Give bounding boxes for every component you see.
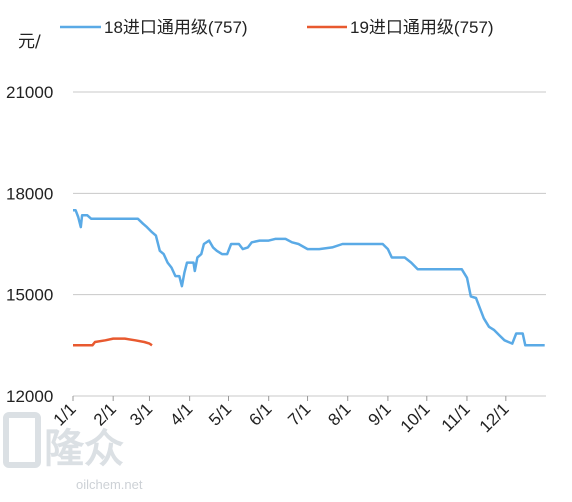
x-tick-label: 9/1 — [365, 399, 395, 429]
gridlines — [73, 91, 546, 397]
x-tick-label: 10/1 — [397, 399, 434, 436]
series-line-0 — [73, 208, 545, 347]
series-line-1 — [73, 337, 153, 347]
y-axis-unit: 元/ — [18, 32, 41, 52]
y-axis-ticks: 12000 15000 18000 21000 — [6, 83, 53, 406]
y-tick-label: 21000 — [6, 83, 53, 102]
watermark: 隆众 oilchem.net — [3, 412, 143, 492]
legend-label-18: 18进口通用级(757) — [104, 18, 248, 37]
y-tick-label: 15000 — [6, 286, 53, 305]
watermark-logo: 隆众 — [44, 426, 124, 472]
legend: 18进口通用级(757) 19进口通用级(757) — [60, 18, 494, 37]
x-tick-label: 7/1 — [284, 399, 314, 429]
x-tick-label: 12/1 — [476, 399, 513, 436]
x-tick-label: 6/1 — [245, 399, 275, 429]
y-tick-label: 12000 — [6, 387, 53, 406]
legend-label-19: 19进口通用级(757) — [350, 18, 494, 37]
x-tick-label: 5/1 — [205, 399, 235, 429]
y-tick-label: 18000 — [6, 184, 53, 203]
x-tick-label: 8/1 — [324, 399, 354, 429]
x-tick-label: 3/1 — [126, 399, 156, 429]
series-lines — [73, 208, 545, 347]
x-tick-label: 4/1 — [166, 399, 196, 429]
watermark-logo-mark — [3, 412, 41, 468]
x-tick-label: 11/1 — [438, 399, 474, 435]
watermark-url: oilchem.net — [76, 477, 143, 492]
